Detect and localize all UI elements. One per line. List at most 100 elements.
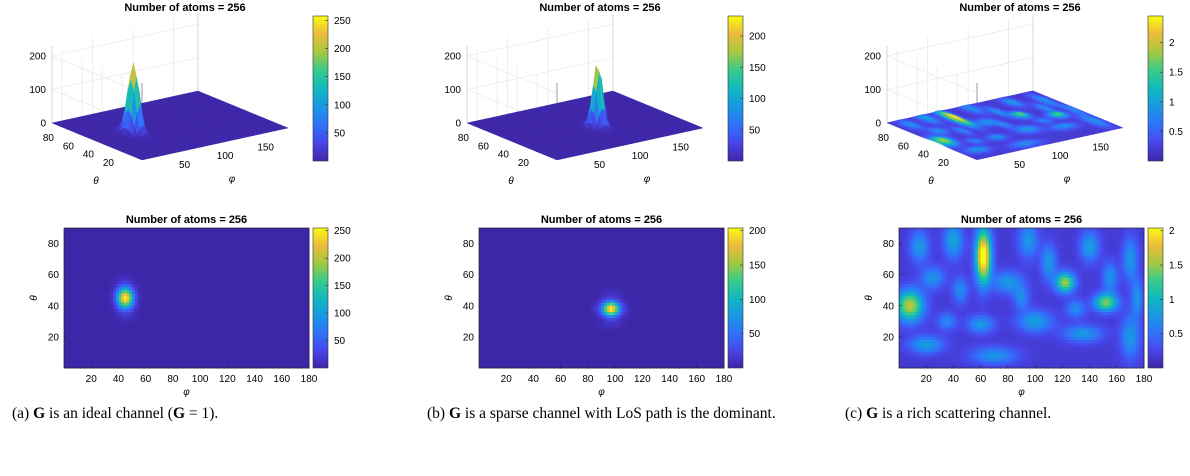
heatmap-cell	[96, 333, 100, 338]
heatmap-cell	[303, 364, 307, 369]
heatmap-cell	[533, 259, 537, 263]
figure-svg: 20 40 60 80 100 120 140 160 18080604020φθNumber …	[29, 2, 1183, 398]
heatmap-cell	[153, 259, 157, 263]
heatmap-cell	[525, 243, 529, 248]
heatmap-cell	[300, 231, 304, 235]
heatmap-cell	[208, 284, 212, 288]
heatmap-cell	[292, 315, 296, 319]
heatmap-cell	[243, 243, 247, 248]
heatmap-cell	[506, 349, 510, 353]
heatmap-cell	[268, 305, 272, 310]
heatmap-cell	[202, 324, 206, 328]
heatmap-cell	[64, 274, 68, 279]
heatmap-cell	[492, 361, 496, 366]
heatmap-cell	[134, 262, 138, 266]
heatmap-cell	[159, 259, 163, 263]
heatmap-cell	[181, 256, 185, 260]
heatmap-cell	[148, 352, 152, 356]
heatmap-cell	[175, 240, 179, 244]
heatmap-cell	[93, 299, 98, 304]
heatmap-cell	[281, 349, 285, 353]
heatmap-cell	[151, 268, 155, 272]
heatmap-cell	[104, 346, 108, 350]
heatmap-cell	[224, 228, 228, 232]
heatmap-cell	[254, 302, 258, 307]
heatmap-cell	[227, 284, 231, 288]
heatmap-cell	[191, 315, 196, 319]
heatmap-cell	[115, 262, 119, 266]
heatmap-cell	[118, 315, 122, 319]
heatmap-cell	[246, 228, 250, 232]
heatmap-cell	[213, 340, 217, 344]
heatmap-cell	[93, 240, 98, 244]
heatmap-cell	[202, 234, 206, 238]
heatmap-cell	[104, 237, 108, 241]
heatmap-cell	[246, 308, 250, 313]
heatmap-cell	[500, 293, 504, 297]
heatmap-cell	[487, 249, 491, 254]
heatmap-cell	[159, 231, 163, 235]
heatmap-cell	[189, 284, 193, 288]
heatmap-cell	[107, 262, 111, 266]
heatmap-cell	[148, 308, 152, 313]
heatmap-cell	[260, 249, 264, 254]
heatmap-cell	[102, 318, 106, 322]
heatmap-cell	[80, 274, 84, 279]
heatmap-cell	[145, 296, 149, 300]
heatmap-cell	[232, 252, 236, 257]
heatmap-cell	[129, 287, 133, 291]
heatmap-cell	[227, 305, 231, 310]
heatmap-cell	[88, 315, 92, 319]
heatmap-cell	[303, 349, 307, 353]
heatmap-cell	[492, 268, 496, 272]
heatmap-cell	[300, 262, 304, 266]
heatmap-cell	[511, 355, 515, 360]
heatmap-cell	[208, 336, 212, 341]
heatmap-cell	[495, 346, 499, 350]
heatmap-cell	[289, 336, 294, 341]
heatmap-cell	[281, 252, 285, 257]
heatmap-cell	[164, 343, 168, 347]
heatmap-cell	[533, 274, 537, 279]
heatmap-cell	[178, 277, 182, 282]
heatmap-cell	[281, 352, 285, 356]
heatmap-cell	[151, 234, 155, 238]
heatmap-cell	[148, 318, 152, 322]
heatmap-cell	[137, 231, 141, 235]
heatmap-cell	[221, 336, 226, 341]
heatmap-cell	[224, 318, 228, 322]
heatmap-cell	[211, 234, 215, 238]
heatmap-cell	[121, 280, 125, 285]
heatmap-cell	[137, 262, 141, 266]
heatmap-cell	[167, 293, 171, 297]
heatmap-cell	[254, 364, 258, 369]
heatmap-cell	[151, 280, 155, 285]
heatmap-cell	[489, 293, 494, 297]
heatmap-cell	[273, 246, 277, 251]
heatmap-cell	[74, 324, 79, 328]
heatmap-cell	[522, 358, 526, 363]
heatmap-cell	[232, 262, 236, 266]
heatmap-cell	[186, 287, 190, 291]
heatmap-cell	[183, 259, 187, 263]
heatmap-cell	[91, 355, 95, 360]
heatmap-cell	[232, 231, 236, 235]
heatmap-cell	[167, 296, 171, 300]
heatmap-cell	[110, 355, 114, 360]
heatmap-cell	[132, 256, 136, 260]
heatmap-cell	[514, 327, 518, 332]
heatmap-cell	[126, 321, 130, 325]
heatmap-cell	[514, 355, 518, 360]
heatmap-cell	[170, 246, 174, 251]
heatmap-cell	[251, 293, 255, 297]
heatmap-cell	[202, 355, 206, 360]
heatmap-cell	[530, 364, 534, 369]
heatmap-cell	[216, 312, 220, 316]
heatmap-cell	[132, 246, 136, 251]
heatmap-cell	[270, 308, 275, 313]
heatmap-cell	[240, 349, 245, 353]
heatmap-cell	[191, 327, 196, 332]
heatmap-cell	[219, 265, 223, 269]
heatmap-cell	[514, 346, 518, 350]
heatmap-cell	[129, 243, 133, 248]
